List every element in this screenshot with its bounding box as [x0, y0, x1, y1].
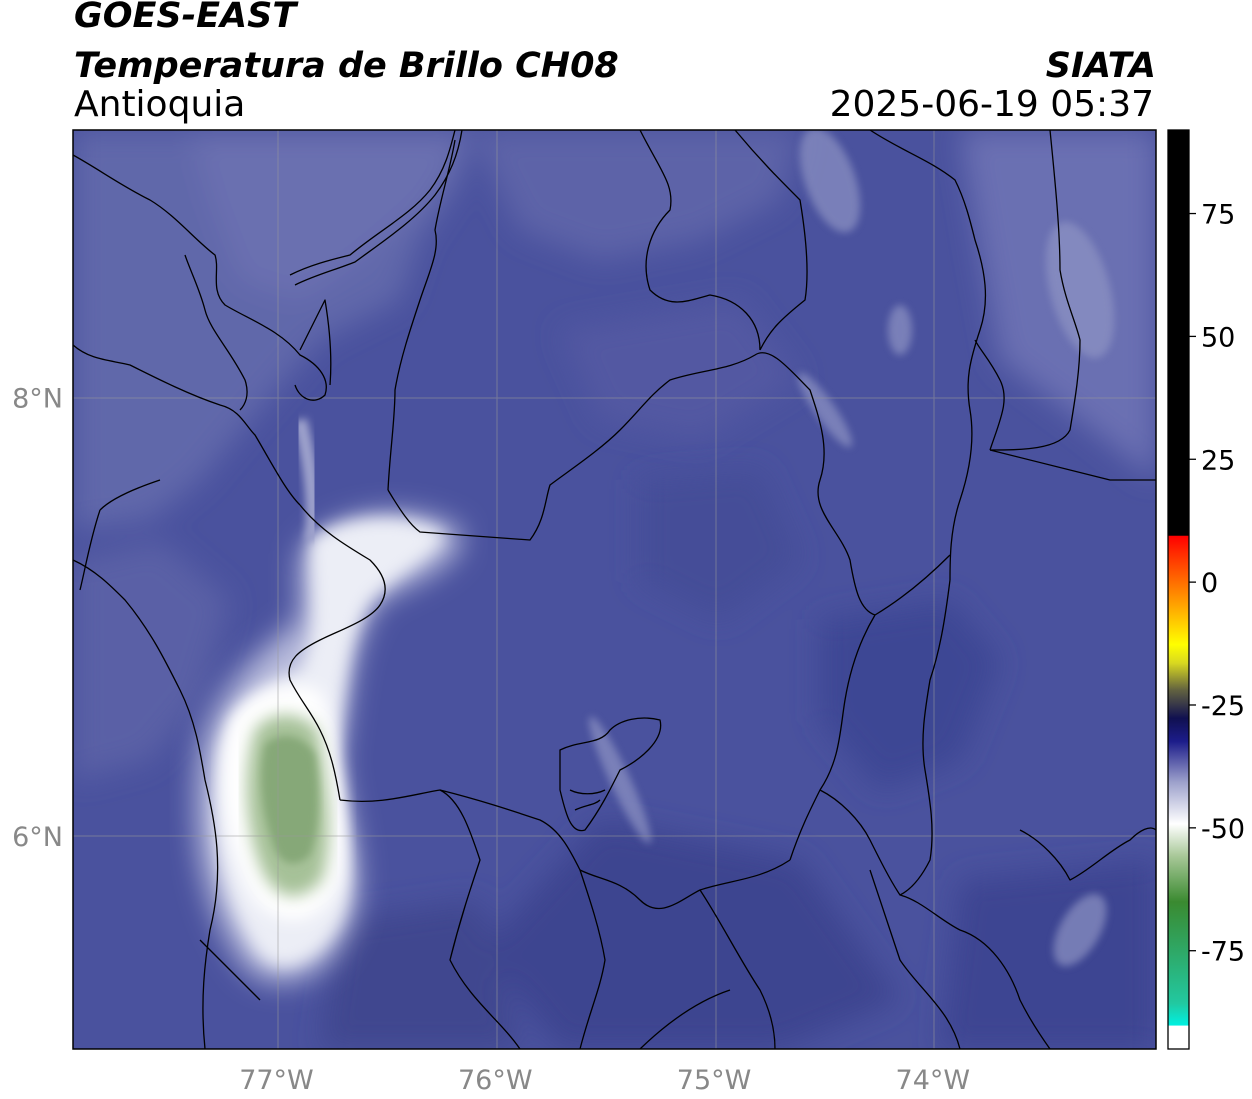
product-title: Temperatura de Brillo CH08	[74, 46, 619, 86]
colorbar-label-1: 50	[1201, 322, 1235, 353]
colorbar-label-2: 25	[1201, 445, 1235, 476]
colorbar: 75 50 25 0 -25 -50 -75	[1167, 129, 1245, 1050]
longitude-labels: 77°W 76°W 75°W 74°W	[239, 1065, 970, 1096]
satellite-title: GOES-EAST	[74, 0, 297, 36]
lon-label-2: 75°W	[677, 1065, 752, 1096]
latitude-labels: 8°N 6°N	[12, 384, 63, 854]
colorbar-label-4: -25	[1201, 691, 1245, 722]
region-subtitle: Antioquia	[74, 84, 246, 125]
colorbar-label-0: 75	[1201, 200, 1235, 231]
political-boundaries	[73, 130, 1156, 1049]
map-frame	[72, 129, 1157, 1050]
lat-label-0: 8°N	[12, 384, 63, 415]
datetime-label: 2025-06-19 05:37	[829, 84, 1154, 125]
brightness-temperature-field	[73, 130, 1156, 1049]
colorbar-label-5: -50	[1201, 814, 1245, 845]
organization-label: SIATA	[1045, 46, 1156, 86]
colorbar-label-3: 0	[1201, 568, 1218, 599]
colorbar-label-6: -75	[1201, 937, 1245, 968]
lat-label-1: 6°N	[12, 822, 63, 853]
graticule	[73, 130, 1156, 1049]
lon-label-0: 77°W	[239, 1065, 314, 1096]
lon-label-3: 74°W	[896, 1065, 971, 1096]
cold-cloud-system	[196, 418, 462, 983]
lon-label-1: 76°W	[458, 1065, 533, 1096]
